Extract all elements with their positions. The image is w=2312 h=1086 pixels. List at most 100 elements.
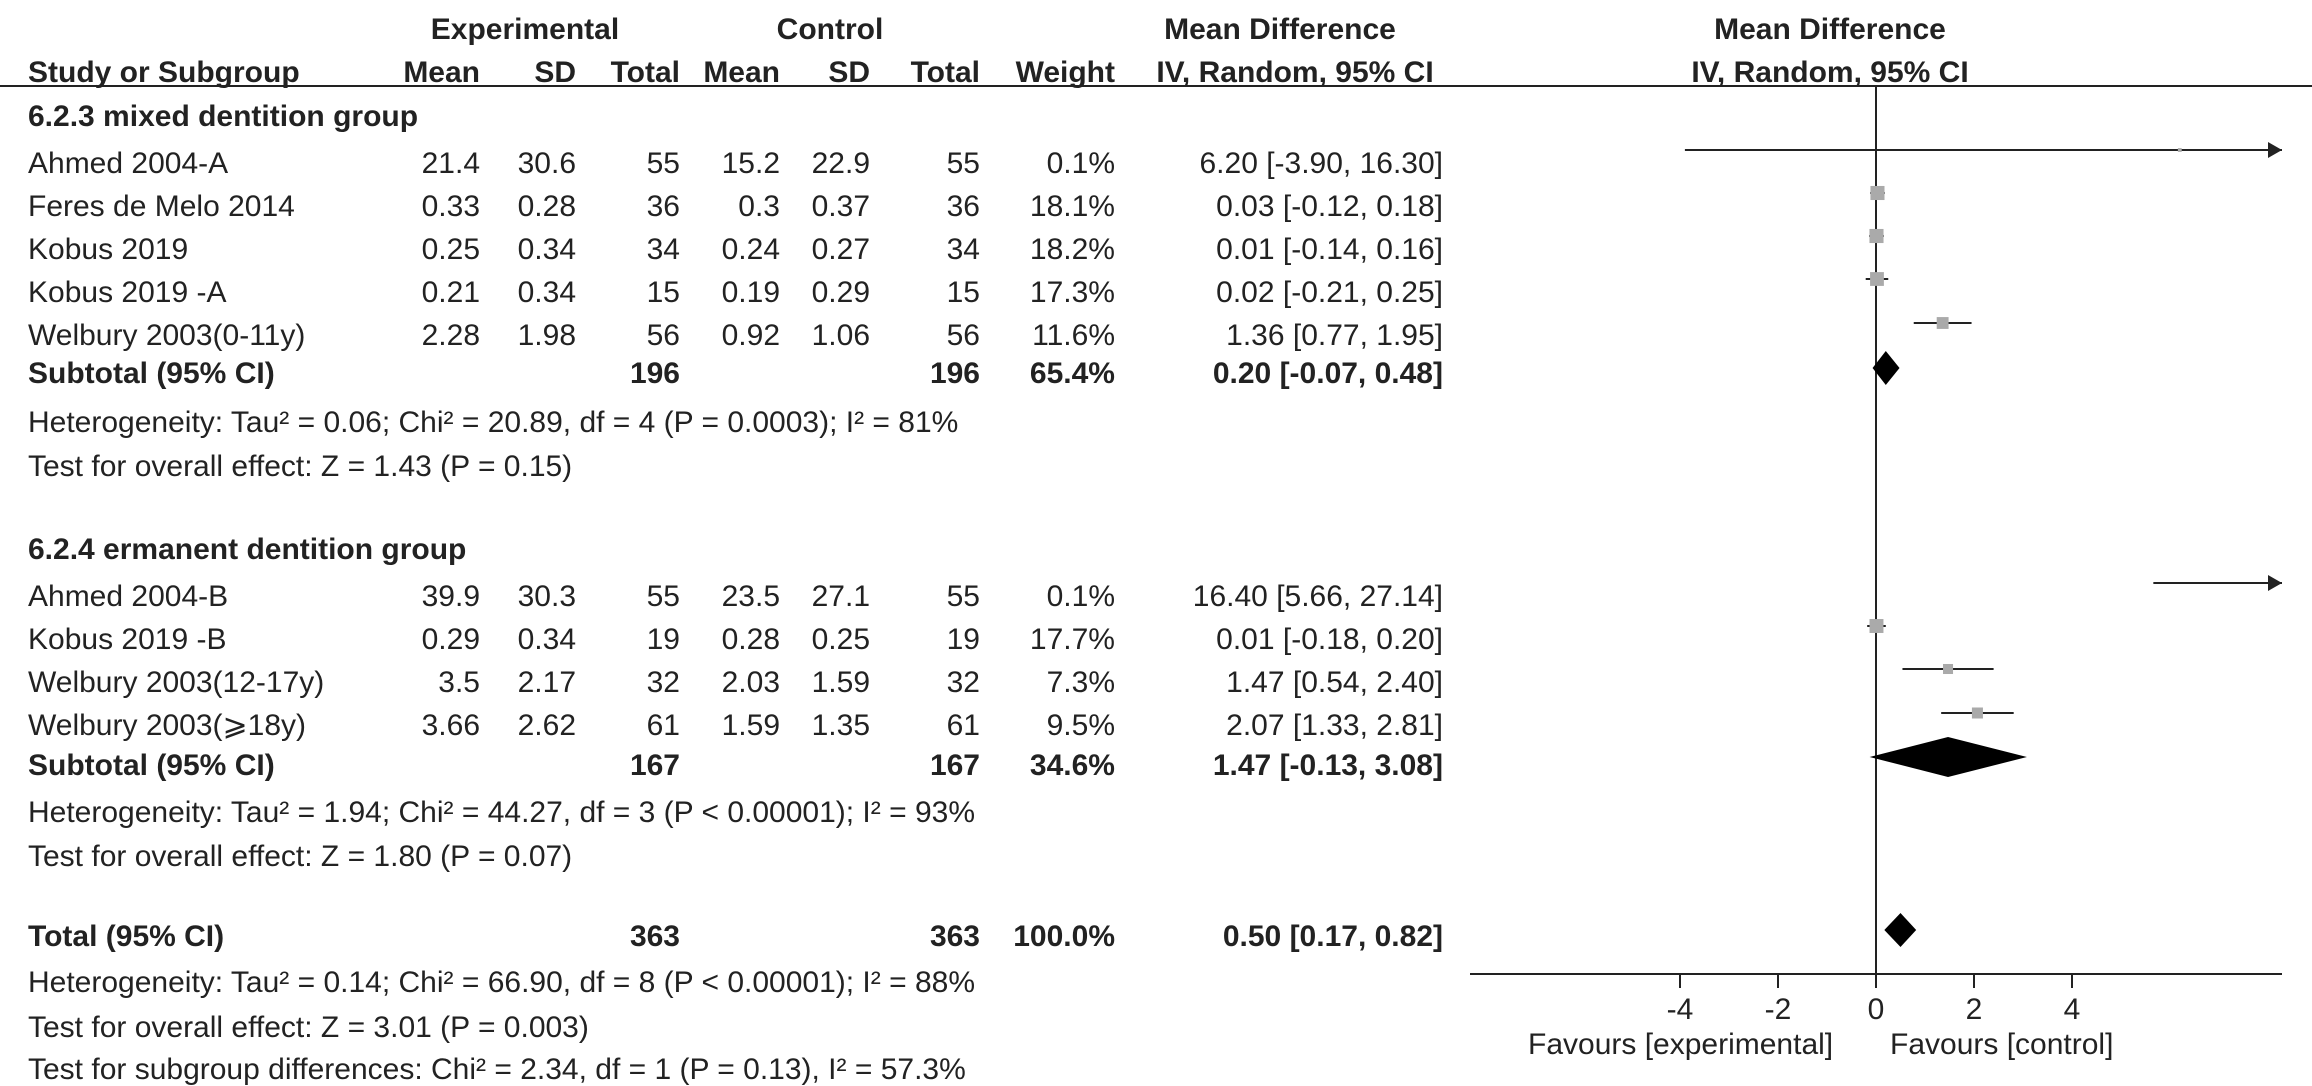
exp-sd: 1.98 (517, 319, 576, 352)
weight: 11.6% (1032, 319, 1115, 352)
ctl-sd: 0.37 (811, 190, 870, 223)
weight: 9.5% (1046, 709, 1115, 742)
exp-mean: 3.66 (421, 709, 480, 742)
total-label: Total (95% CI) (28, 920, 225, 953)
exp-mean: 0.33 (421, 190, 480, 223)
ctl-sd: 1.59 (811, 666, 870, 699)
ctl-mean: 1.59 (721, 709, 780, 742)
exp-sd: 30.3 (517, 580, 576, 613)
md-plot-subtitle: IV, Random, 95% CI (1691, 56, 1969, 89)
weight: 0.1% (1046, 147, 1115, 180)
subtotal-exp-total: 196 (629, 357, 680, 390)
weight: 18.2% (1029, 233, 1115, 266)
subgroup-1-title: 6.2.3 mixed dentition group (28, 100, 419, 133)
study-name: Welbury 2003(12-17y) (28, 666, 325, 699)
ctl-sd: 22.9 (811, 147, 870, 180)
subtotal-ctl-total: 167 (929, 749, 980, 782)
subtotal-weight: 34.6% (1029, 749, 1115, 782)
exp-sd: 2.62 (517, 709, 576, 742)
col-header-exp-total: Total (610, 56, 680, 89)
exp-mean: 0.29 (421, 623, 480, 656)
total-weight: 100.0% (1013, 920, 1115, 953)
md-table-subtitle: IV, Random, 95% CI (1156, 56, 1434, 89)
exp-total: 55 (646, 580, 680, 613)
ctl-total: 55 (946, 147, 980, 180)
study-name: Feres de Melo 2014 (28, 190, 295, 223)
exp-total: 32 (646, 666, 680, 699)
exp-mean: 0.21 (421, 276, 480, 309)
study-name: Kobus 2019 -B (28, 623, 227, 656)
overall-effect-text: Test for overall effect: Z = 1.80 (P = 0… (28, 840, 573, 873)
heterogeneity-text: Heterogeneity: Tau² = 0.06; Chi² = 20.89… (28, 406, 959, 439)
pooled-diamond (1869, 737, 2027, 777)
col-header-ctl-sd: SD (828, 56, 870, 89)
md-table-title: Mean Difference (1164, 13, 1396, 46)
study-marker (1869, 619, 1884, 633)
pooled-diamond (1872, 351, 1900, 385)
ctl-sd: 1.06 (811, 319, 870, 352)
ctl-sd: 0.29 (811, 276, 870, 309)
ctl-mean: 0.24 (721, 233, 780, 266)
heterogeneity-text: Heterogeneity: Tau² = 1.94; Chi² = 44.27… (28, 796, 975, 829)
md-ci: 0.02 [-0.21, 0.25] (1216, 276, 1443, 309)
col-header-ctl-mean: Mean (703, 56, 780, 89)
weight: 17.3% (1029, 276, 1115, 309)
x-tick-label: 2 (1966, 993, 1983, 1026)
ctl-sd: 0.25 (811, 623, 870, 656)
exp-sd: 2.17 (517, 666, 576, 699)
weight: 7.3% (1046, 666, 1115, 699)
study-name: Ahmed 2004-A (28, 147, 229, 180)
favours-experimental-label: Favours [experimental] (1528, 1028, 1834, 1061)
ctl-mean: 2.03 (721, 666, 780, 699)
study-marker (2177, 148, 2182, 152)
md-ci: 16.40 [5.66, 27.14] (1192, 580, 1443, 613)
exp-sd: 30.6 (517, 147, 576, 180)
ctl-mean: 23.5 (721, 580, 780, 613)
md-ci: 0.03 [-0.12, 0.18] (1216, 190, 1443, 223)
md-ci: 0.01 [-0.18, 0.20] (1216, 623, 1443, 656)
study-name: Welbury 2003(0-11y) (28, 319, 306, 352)
ctl-mean: 0.3 (738, 190, 780, 223)
heterogeneity-text: Heterogeneity: Tau² = 0.14; Chi² = 66.90… (28, 966, 975, 999)
overall-effect-text: Test for overall effect: Z = 3.01 (P = 0… (28, 1011, 589, 1044)
col-header-exp-mean: Mean (403, 56, 480, 89)
weight: 0.1% (1046, 580, 1115, 613)
exp-total: 19 (646, 623, 680, 656)
study-name: Kobus 2019 -A (28, 276, 227, 309)
subgroup-differences-text: Test for subgroup differences: Chi² = 2.… (28, 1053, 966, 1086)
study-name: Ahmed 2004-B (28, 580, 229, 613)
md-ci: 1.47 [0.54, 2.40] (1226, 666, 1443, 699)
ctl-total: 36 (946, 190, 980, 223)
x-tick-label: -4 (1667, 993, 1694, 1026)
ctl-total: 61 (946, 709, 980, 742)
exp-mean: 0.25 (421, 233, 480, 266)
col-header-exp-sd: SD (534, 56, 576, 89)
weight: 17.7% (1029, 623, 1115, 656)
subtotal-label: Subtotal (95% CI) (28, 749, 275, 782)
ctl-total: 56 (946, 319, 980, 352)
exp-total: 55 (646, 147, 680, 180)
exp-sd: 0.34 (517, 623, 576, 656)
exp-sd: 0.28 (517, 190, 576, 223)
ctl-sd: 1.35 (811, 709, 870, 742)
ctl-sd: 0.27 (811, 233, 870, 266)
col-header-ctl-total: Total (910, 56, 980, 89)
ci-arrow-right (2268, 142, 2282, 158)
subtotal-exp-total: 167 (629, 749, 680, 782)
study-marker (1869, 228, 1884, 244)
exp-sd: 0.34 (517, 276, 576, 309)
favours-control-label: Favours [control] (1890, 1028, 2114, 1061)
md-plot-title: Mean Difference (1714, 13, 1946, 46)
exp-total: 56 (646, 319, 680, 352)
study-marker (1943, 663, 1954, 675)
control-group-header: Control (776, 13, 884, 46)
exp-total: 36 (646, 190, 680, 223)
study-marker (1870, 272, 1884, 286)
total-exp-total: 363 (629, 920, 680, 953)
exp-total: 34 (646, 233, 680, 266)
total-md-ci: 0.50 [0.17, 0.82] (1222, 920, 1443, 953)
ctl-mean: 0.19 (721, 276, 780, 309)
ctl-total: 15 (946, 276, 980, 309)
col-header-weight: Weight (1015, 56, 1115, 89)
x-tick-label: -2 (1765, 993, 1792, 1026)
